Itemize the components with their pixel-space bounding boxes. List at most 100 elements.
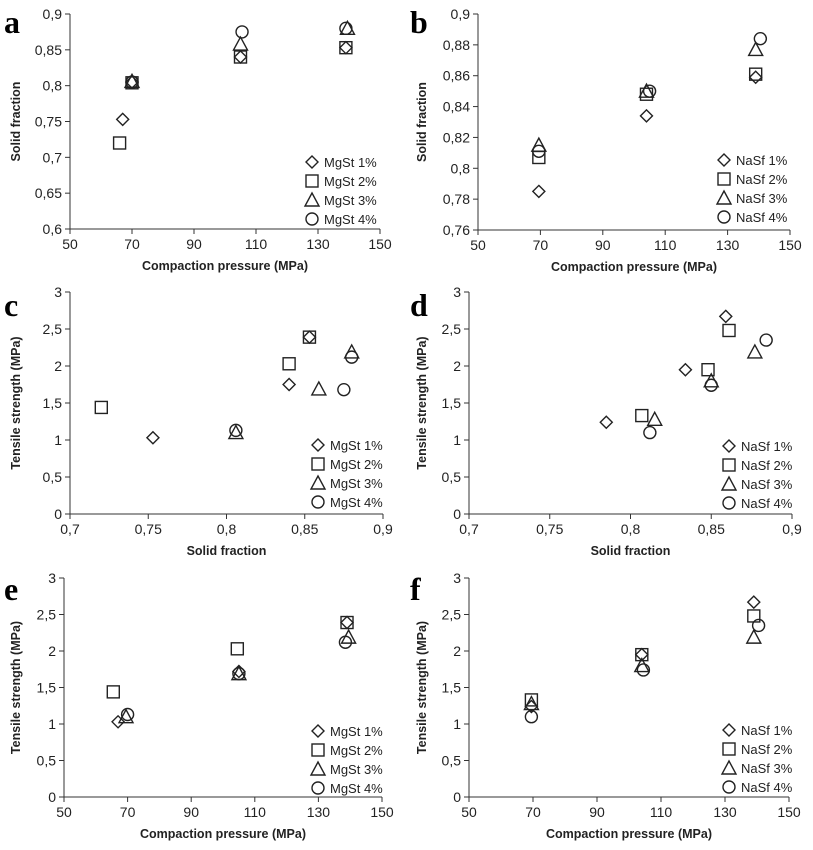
- x-tick-label: 110: [244, 804, 267, 820]
- y-tick-label: 0,8: [451, 160, 471, 176]
- legend-marker-diamond: [311, 438, 325, 452]
- panel-letter: b: [410, 4, 428, 40]
- legend-label: NaSf 3%: [736, 191, 788, 206]
- x-axis-title: Compaction pressure (MPa): [142, 259, 308, 273]
- legend-marker-circle: [717, 210, 731, 224]
- data-point-circle: [751, 618, 766, 633]
- y-tick-label: 0,85: [35, 42, 62, 58]
- legend-marker-triangle: [715, 189, 733, 205]
- panel-b: 0,76 0,78 0,8 0,82 0,84 0,86 0,88 0,9 50 70 90 110 1…: [406, 0, 813, 283]
- data-point-circle: [532, 144, 546, 159]
- data-point-circle: [120, 707, 135, 722]
- legend-marker-triangle: [309, 760, 327, 776]
- x-tick-label: 0,8: [217, 521, 237, 537]
- x-tick-label: 70: [533, 237, 549, 253]
- panel-letter: d: [410, 287, 428, 323]
- legend-label: NaSf 2%: [741, 742, 793, 757]
- data-point-diamond: [718, 309, 733, 324]
- legend-marker-circle: [722, 496, 736, 510]
- legend-marker-diamond: [722, 439, 736, 453]
- data-point-square: [282, 357, 296, 371]
- legend-marker-diamond: [722, 723, 736, 737]
- legend-label: NaSf 4%: [736, 210, 788, 225]
- y-tick-label: 2: [48, 643, 56, 659]
- y-tick-label: 3: [48, 570, 56, 586]
- y-tick-label: 0,5: [442, 753, 462, 769]
- x-tick-label: 0,75: [135, 521, 162, 537]
- data-point-triangle: [310, 380, 328, 396]
- x-tick-label: 150: [368, 236, 392, 252]
- data-point-circle: [338, 635, 353, 649]
- legend-label: MgSt 1%: [330, 724, 383, 739]
- x-tick-label: 150: [777, 804, 801, 820]
- data-point-square: [230, 642, 245, 656]
- panel-letter: e: [4, 571, 18, 607]
- y-tick-label: 0: [453, 506, 461, 522]
- x-tick-label: 0,75: [536, 521, 563, 537]
- y-tick-label: 0,76: [443, 222, 470, 238]
- data-point-diamond: [340, 615, 355, 630]
- y-axis-title: Tensile strength (MPa): [415, 621, 429, 754]
- data-point-diamond: [115, 112, 130, 127]
- y-tick-label: 0,75: [35, 114, 62, 130]
- data-point-diamond: [233, 50, 248, 64]
- panel-letter: a: [4, 4, 20, 40]
- y-tick-label: 1: [48, 716, 56, 732]
- y-tick-label: 0,86: [443, 68, 470, 84]
- y-tick-label: 3: [54, 284, 62, 300]
- x-tick-label: 50: [56, 804, 72, 820]
- data-point-triangle: [232, 35, 249, 51]
- data-point-square: [339, 40, 353, 55]
- x-tick-label: 0,8: [621, 521, 641, 537]
- legend-marker-triangle: [303, 191, 321, 207]
- y-tick-label: 0,6: [43, 221, 63, 237]
- x-tick-label: 50: [470, 237, 486, 253]
- legend-marker-square: [311, 743, 325, 757]
- data-point-diamond: [746, 595, 761, 610]
- data-point-circle: [339, 21, 353, 36]
- legend-marker-circle: [311, 495, 325, 509]
- y-tick-label: 0,5: [43, 469, 63, 485]
- data-point-triangle: [747, 41, 764, 57]
- x-axis-title: Compaction pressure (MPa): [551, 260, 717, 274]
- y-tick-label: 1,5: [43, 395, 63, 411]
- y-tick-label: 0,9: [43, 6, 63, 22]
- legend-marker-circle: [305, 212, 319, 226]
- data-point-triangle: [123, 72, 141, 89]
- x-axis-title: Solid fraction: [591, 544, 671, 558]
- data-point-circle: [125, 75, 139, 89]
- data-point-triangle: [523, 695, 540, 711]
- legend-marker-diamond: [717, 153, 731, 167]
- y-axis-title: Tensile strength (MPa): [9, 621, 23, 754]
- legend-marker-square: [311, 457, 325, 471]
- data-point-circle: [759, 333, 773, 347]
- data-point-square: [722, 323, 736, 338]
- legend-marker-square: [722, 742, 736, 756]
- legend-marker-square: [305, 174, 319, 188]
- legend-label: MgSt 2%: [330, 457, 383, 472]
- x-tick-label: 70: [124, 236, 140, 252]
- legend-label: NaSf 3%: [741, 761, 793, 776]
- y-axis-title: Tensile strength (MPa): [415, 336, 429, 469]
- y-tick-label: 0: [48, 789, 56, 805]
- data-point-triangle: [646, 410, 663, 426]
- data-point-circle: [642, 84, 657, 98]
- panel-e: 0 0,5 1 1,5 2 2,5 3 50 70 90 110 130 150 Compaction p…: [0, 567, 406, 850]
- legend-marker-triangle: [720, 759, 738, 775]
- legend-label: MgSt 1%: [324, 155, 377, 170]
- x-tick-label: 0,9: [782, 521, 802, 537]
- data-point-diamond: [111, 714, 126, 729]
- data-point-square: [302, 330, 317, 344]
- legend-label: NaSf 2%: [741, 458, 793, 473]
- legend-label: NaSf 1%: [736, 153, 788, 168]
- data-point-square: [701, 362, 715, 377]
- data-point-diamond: [678, 362, 693, 377]
- legend-label: MgSt 1%: [330, 438, 383, 453]
- y-tick-label: 2,5: [442, 321, 462, 337]
- legend-label: NaSf 4%: [741, 496, 793, 511]
- x-tick-label: 0,85: [291, 521, 318, 537]
- data-point-square: [524, 693, 539, 707]
- x-tick-label: 150: [370, 804, 394, 820]
- legend-label: MgSt 3%: [324, 193, 377, 208]
- legend-label: MgSt 2%: [330, 743, 383, 758]
